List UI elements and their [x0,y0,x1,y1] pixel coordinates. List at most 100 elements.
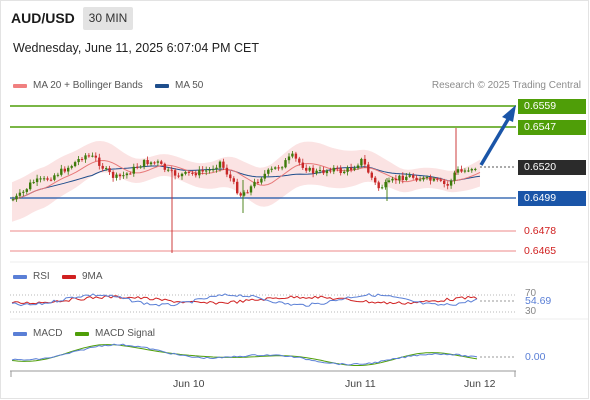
price-tag-target-1: 0.6547 [518,120,586,135]
candle-body [63,168,66,172]
candle-body [325,170,329,174]
candle-body [73,162,77,167]
bollinger-band [12,141,480,222]
candle-body [322,170,325,174]
candle-body [177,175,180,177]
macd-line [11,343,478,366]
candle-body [301,162,304,168]
candle-body [439,179,442,181]
legend-rsi-ma-label: 9MA [82,271,103,282]
candle-body [318,170,322,171]
candle-body [260,178,263,183]
candle-body [156,161,160,163]
candle-body [280,167,284,169]
candle-body [291,153,294,157]
candle-body [173,170,177,176]
candle-body [60,168,63,175]
candle-body [474,168,477,170]
legend-ma50-label: MA 50 [175,80,204,91]
candle-body [408,175,411,177]
candle-body [311,167,315,174]
ma50-swatch [155,83,169,88]
candle-body [332,167,335,172]
candle-body [18,192,22,196]
candle-body [84,155,87,160]
candle-body [125,173,129,176]
macd-value-label: 0.00 [525,351,546,363]
candle-body [115,174,118,178]
candle-body [470,169,473,171]
x-axis-label-jun10: Jun 10 [173,378,205,390]
candle-body [422,177,425,180]
candle-body [305,167,308,171]
candle-body [346,167,349,172]
candlesticks [11,128,477,253]
candle-body [218,161,222,168]
candle-body [308,167,311,171]
candle-body [167,169,170,171]
candle-body [270,168,273,170]
candle-body [111,172,115,178]
candle-body [336,167,339,169]
candle-body [453,172,456,181]
candle-body [253,181,256,187]
candle-body [446,184,449,186]
macd-swatch [13,331,27,336]
price-tag-target-2: 0.6559 [518,99,586,114]
price-tag-pivot: 0.6499 [518,191,586,206]
candle-body [94,155,97,158]
candle-body [449,180,453,186]
candle-body [456,169,460,173]
candle-body [460,169,463,172]
legend-macd: MACD [13,328,62,339]
candle-body [339,167,342,173]
candle-body [418,179,422,181]
candle-body [153,162,156,164]
candle-body [363,158,367,165]
candle-body [98,157,101,166]
rsi-level-30-label: 30 [525,306,537,317]
candle-body [246,192,249,194]
candle-body [101,165,104,169]
candle-body [87,155,91,157]
candle-body [191,172,194,174]
candle-body [425,177,429,179]
rsi-value-label: 54.69 [525,295,552,307]
candle-body [239,193,242,196]
price-tag-support-1: 0.6478 [524,225,557,237]
candle-body [229,174,232,179]
legend-rsi: RSI [13,271,50,282]
candle-body [349,167,353,170]
candle-body [256,181,260,183]
candle-body [42,178,46,180]
candle-body [132,166,135,174]
legend-ma20: MA 20 + Bollinger Bands [13,80,143,91]
macd-signal-line [11,344,478,366]
rsi-ma-swatch [62,274,76,279]
candle-body [129,173,132,175]
candle-body [53,175,56,180]
legend-ma50: MA 50 [155,80,203,91]
candle-body [187,171,191,173]
candle-body [263,173,266,179]
candle-body [201,169,204,172]
candle-body [242,192,246,196]
candle-body [443,180,446,184]
legend-macd-signal: MACD Signal [75,328,155,339]
candle-body [236,181,239,194]
candle-body [277,167,280,169]
candle-body [315,170,318,174]
candle-body [284,160,287,168]
candle-body [401,175,404,180]
forecast-arrow-head [502,105,516,122]
candle-body [405,176,408,180]
candle-body [329,170,332,172]
candle-body [267,169,270,174]
candle-body [249,186,253,193]
candle-body [360,158,363,166]
candle-body [80,159,84,160]
timeframe-badge[interactable]: 30 MIN [83,7,133,30]
candle-body [377,182,380,189]
candle-body [436,178,439,180]
candle-body [398,175,401,181]
